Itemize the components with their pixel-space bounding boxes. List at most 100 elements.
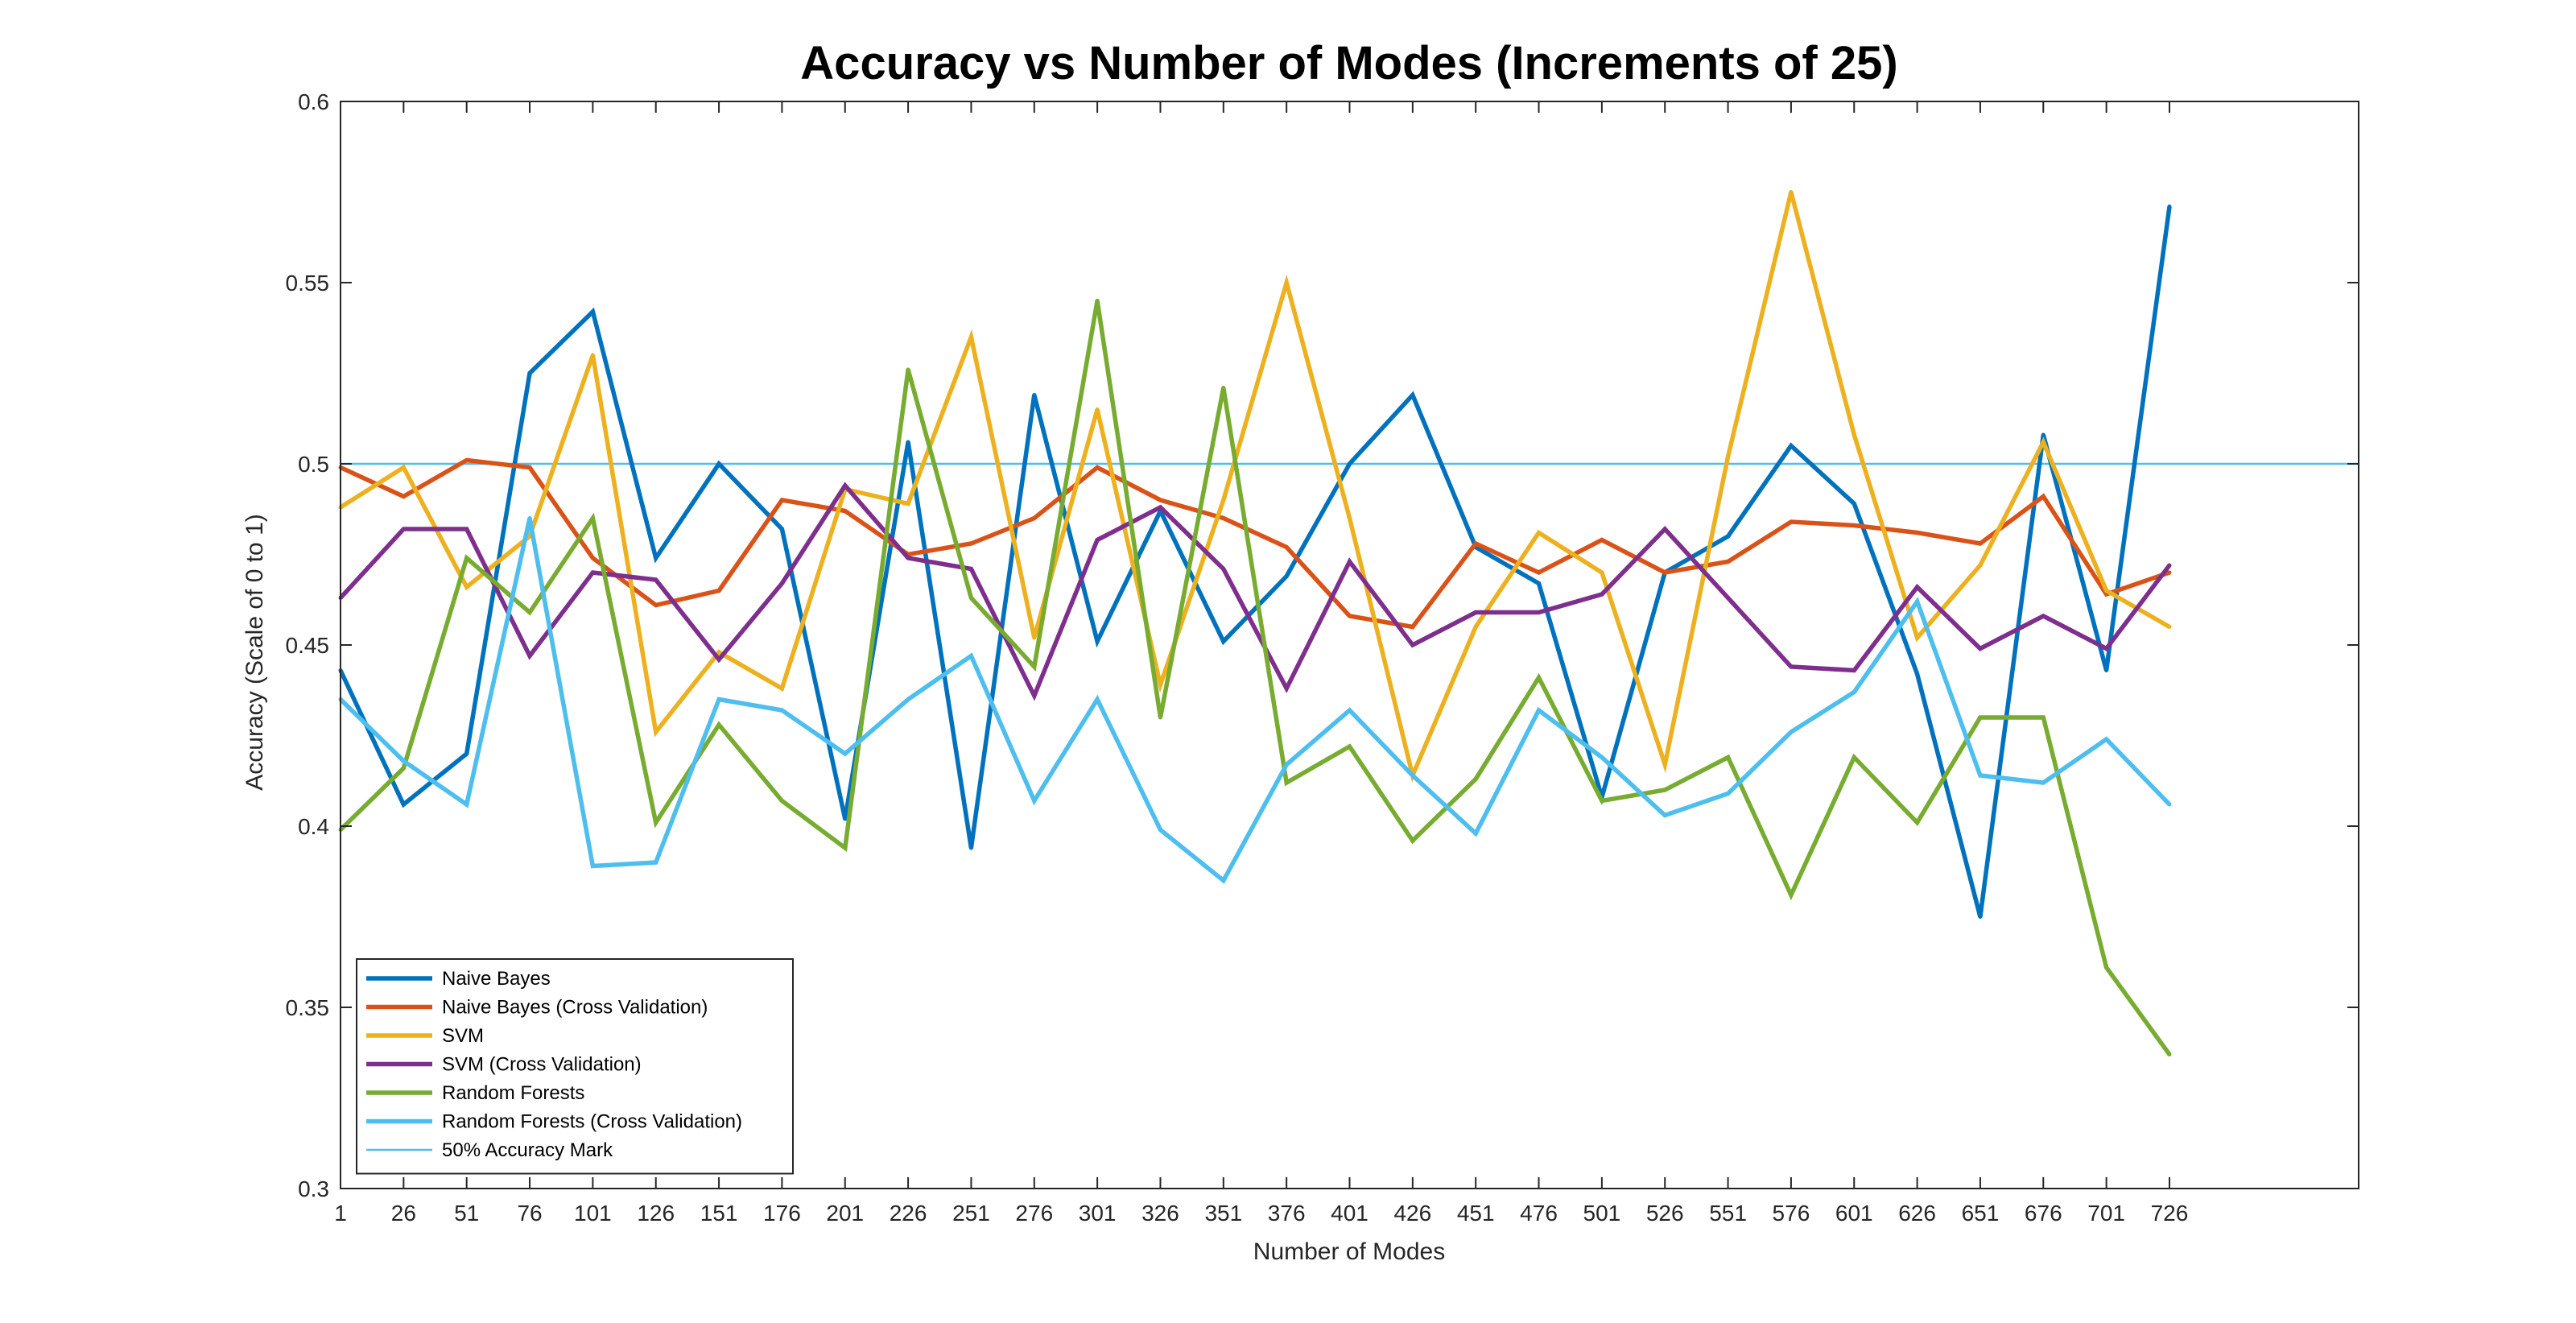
data-point [401, 759, 406, 763]
data-point [2167, 625, 2172, 629]
data-point [1726, 596, 1731, 600]
data-point [401, 465, 406, 469]
data-point [2167, 802, 2172, 807]
data-point [1348, 708, 1352, 713]
data-point [654, 603, 658, 607]
data-point [779, 581, 784, 585]
data-point [1410, 643, 1415, 647]
legend-label: 50% Accuracy Mark [442, 1139, 613, 1161]
x-tick-label: 276 [1015, 1201, 1053, 1226]
data-point [1915, 599, 1920, 604]
data-point [2041, 432, 2046, 437]
data-point [1726, 755, 1731, 759]
x-tick-label: 726 [2151, 1201, 2189, 1226]
data-point [1410, 838, 1415, 843]
data-point [779, 708, 784, 713]
data-point [1032, 664, 1037, 669]
data-point [1537, 610, 1542, 614]
data-point [2041, 494, 2046, 498]
data-point [527, 654, 532, 658]
data-point [1410, 773, 1415, 778]
data-point [654, 860, 658, 865]
data-point [1789, 519, 1794, 524]
data-point [1284, 686, 1289, 691]
series-1 [338, 457, 2172, 630]
data-point [654, 730, 658, 734]
data-point [1915, 531, 1920, 535]
data-point [968, 596, 973, 600]
legend-item: Random Forests [366, 1082, 584, 1104]
data-point [2041, 780, 2046, 785]
legend-item: 50% Accuracy Mark [366, 1139, 613, 1161]
series-layer [338, 190, 2172, 1056]
data-point [1158, 505, 1162, 510]
data-point [1221, 386, 1226, 390]
x-tick-label: 576 [1773, 1201, 1810, 1226]
data-point [1915, 821, 1920, 825]
data-point [1978, 563, 1983, 568]
y-tick-label: 0.45 [286, 633, 330, 658]
data-point [968, 567, 973, 571]
x-tick-label: 451 [1457, 1201, 1495, 1226]
chart-title: Accuracy vs Number of Modes (Increments … [800, 37, 1897, 89]
data-point [2104, 965, 2109, 970]
series-3 [338, 482, 2172, 701]
data-point [1158, 683, 1162, 687]
series-2 [338, 190, 2172, 783]
x-tick-label: 551 [1709, 1201, 1747, 1226]
data-point [527, 465, 532, 469]
data-point [968, 845, 973, 850]
data-point [527, 516, 532, 520]
data-point [1158, 828, 1162, 832]
data-point [2041, 715, 2046, 720]
data-point [1978, 541, 1983, 546]
data-point [843, 845, 848, 850]
data-point [1852, 502, 1856, 506]
data-point [1032, 693, 1037, 698]
data-point [1600, 799, 1604, 803]
data-point [590, 309, 595, 314]
x-tick-label: 126 [637, 1201, 675, 1226]
data-point [968, 654, 973, 658]
series-line [339, 191, 2171, 783]
data-point [843, 751, 848, 756]
data-point [1095, 407, 1100, 411]
data-point [1284, 280, 1289, 285]
data-point [1789, 730, 1794, 734]
data-point [906, 697, 910, 701]
x-tick-label: 476 [1520, 1201, 1558, 1226]
data-point [2041, 440, 2046, 444]
data-point [1221, 498, 1226, 502]
series-line [338, 482, 2172, 701]
legend-label: Random Forests (Cross Validation) [442, 1111, 742, 1133]
data-point [464, 751, 469, 756]
data-point [1600, 592, 1604, 597]
x-tick-label: 76 [517, 1201, 542, 1226]
data-point [716, 722, 721, 727]
data-point [716, 657, 721, 662]
data-point [1221, 516, 1226, 520]
data-point [401, 527, 406, 531]
data-point [1537, 708, 1542, 713]
data-point [1095, 465, 1100, 469]
data-point [1537, 531, 1542, 535]
y-tick-label: 0.55 [286, 271, 330, 296]
data-point [1221, 567, 1226, 571]
data-point [1600, 570, 1604, 575]
data-point [1662, 763, 1667, 767]
legend-label: SVM (Cross Validation) [442, 1054, 642, 1076]
x-tick-label: 51 [454, 1201, 479, 1226]
data-point [527, 371, 532, 375]
data-point [1789, 893, 1794, 897]
y-tick-label: 0.5 [298, 452, 329, 477]
data-point [1158, 715, 1162, 720]
x-tick-label: 376 [1268, 1201, 1306, 1226]
data-point [1158, 498, 1162, 502]
data-point [1789, 444, 1794, 448]
data-point [1789, 190, 1794, 194]
legend-item: SVM [366, 1025, 484, 1047]
data-point [1915, 585, 1920, 589]
x-tick-label: 151 [700, 1201, 738, 1226]
x-tick-label: 501 [1583, 1201, 1621, 1226]
data-point [716, 589, 721, 593]
